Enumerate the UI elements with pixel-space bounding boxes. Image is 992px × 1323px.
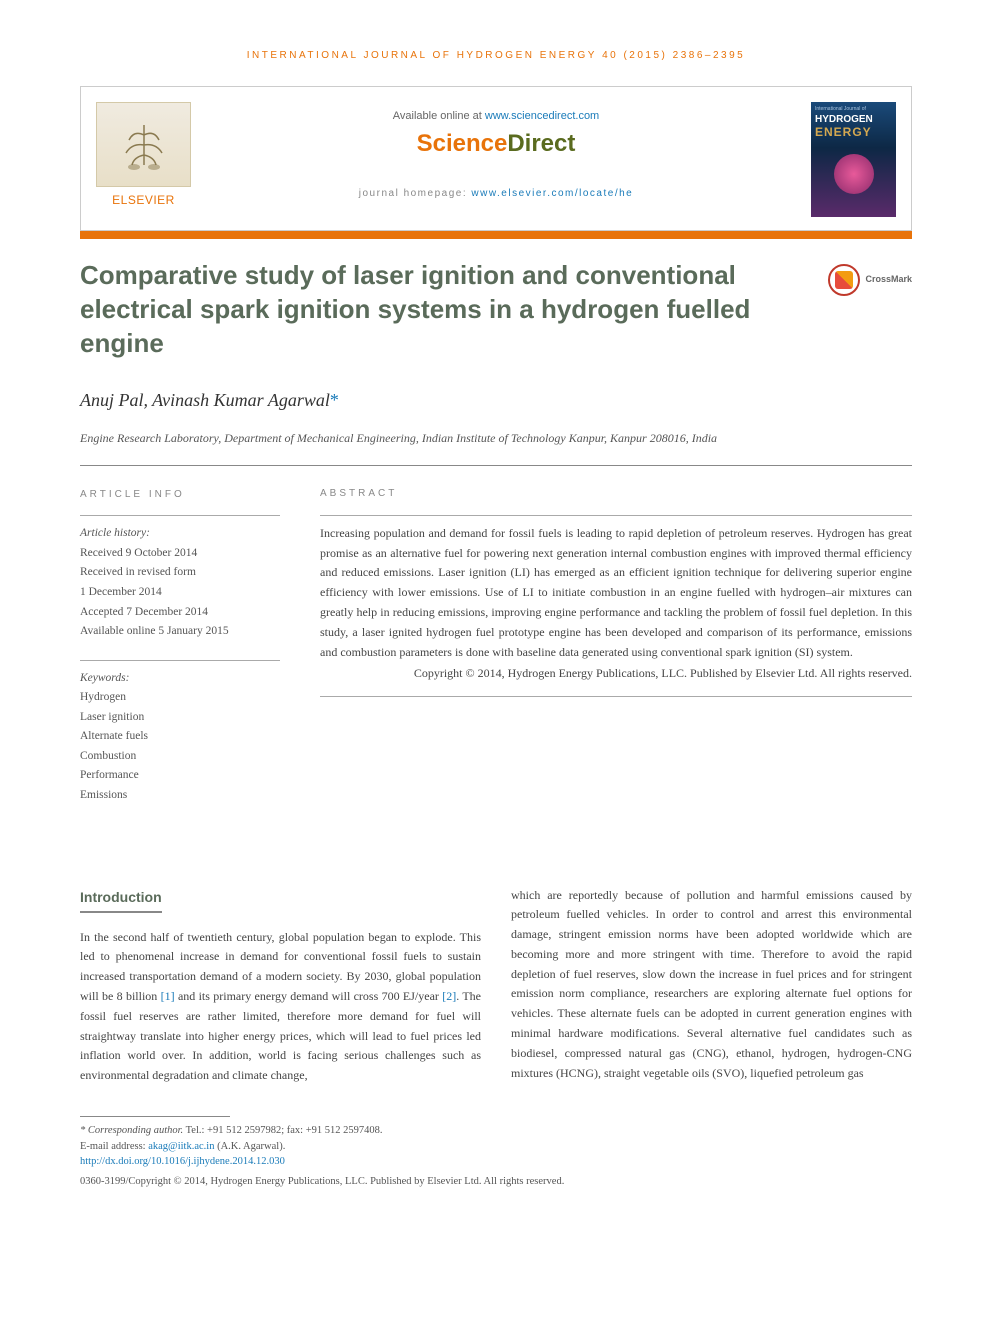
email-suffix: (A.K. Agarwal).	[214, 1141, 285, 1152]
keywords-label: Keywords:	[80, 669, 280, 689]
corr-label: * Corresponding author.	[80, 1125, 183, 1136]
info-abstract-row: ARTICLE INFO Article history: Received 9…	[80, 486, 912, 805]
footnotes-block: * Corresponding author. Tel.: +91 512 25…	[80, 1123, 912, 1170]
accepted-date: Accepted 7 December 2014	[80, 603, 280, 623]
intro-text-b: and its primary energy demand will cross…	[175, 989, 443, 1003]
homepage-prefix: journal homepage:	[359, 188, 472, 199]
keyword-item: Combustion	[80, 747, 280, 767]
crossmark-label: CrossMark	[865, 274, 912, 286]
doi-link[interactable]: http://dx.doi.org/10.1016/j.ijhydene.201…	[80, 1156, 285, 1167]
keyword-item: Laser ignition	[80, 708, 280, 728]
available-prefix: Available online at	[393, 110, 485, 122]
corresponding-author-note: * Corresponding author. Tel.: +91 512 25…	[80, 1123, 912, 1139]
online-date: Available online 5 January 2015	[80, 622, 280, 642]
sciencedirect-logo[interactable]: ScienceDirect	[96, 130, 896, 158]
cover-hydrogen-text: HYDROGEN	[815, 114, 892, 125]
affiliation: Engine Research Laboratory, Department o…	[80, 429, 912, 447]
cover-energy-text: ENERGY	[815, 125, 892, 139]
column-left: Introduction In the second half of twent…	[80, 886, 481, 1086]
author-email-link[interactable]: akag@iitk.ac.in	[148, 1141, 214, 1152]
header-divider	[80, 465, 912, 466]
issn-copyright-line: 0360-3199/Copyright © 2014, Hydrogen Ene…	[80, 1176, 912, 1187]
cover-subtitle: International Journal of	[815, 106, 892, 112]
revised-form-label: Received in revised form	[80, 563, 280, 583]
sd-direct-text: Direct	[507, 130, 575, 157]
corresponding-star-icon[interactable]: *	[330, 390, 339, 410]
authors-text: Anuj Pal, Avinash Kumar Agarwal	[80, 390, 330, 410]
body-columns: Introduction In the second half of twent…	[80, 886, 912, 1086]
reference-link-1[interactable]: [1]	[161, 989, 175, 1003]
sd-science-text: Science	[417, 130, 508, 157]
abstract-heading: ABSTRACT	[320, 486, 912, 503]
keyword-item: Hydrogen	[80, 688, 280, 708]
journal-homepage-link[interactable]: www.elsevier.com/locate/he	[471, 188, 633, 199]
authors-line: Anuj Pal, Avinash Kumar Agarwal*	[80, 390, 912, 411]
corr-detail: Tel.: +91 512 2597982; fax: +91 512 2597…	[183, 1125, 382, 1136]
journal-cover-thumbnail[interactable]: International Journal of HYDROGEN ENERGY	[811, 102, 896, 217]
reference-link-2[interactable]: [2]	[442, 989, 456, 1003]
article-info-heading: ARTICLE INFO	[80, 486, 280, 503]
email-label: E-mail address:	[80, 1141, 148, 1152]
article-info-block: ARTICLE INFO Article history: Received 9…	[80, 486, 280, 805]
footnote-divider	[80, 1116, 230, 1117]
intro-paragraph-1: In the second half of twentieth century,…	[80, 928, 481, 1086]
keyword-item: Emissions	[80, 786, 280, 806]
history-label: Article history:	[80, 524, 280, 544]
intro-paragraph-2: which are reportedly because of pollutio…	[511, 886, 912, 1084]
journal-homepage-line: journal homepage: www.elsevier.com/locat…	[96, 188, 896, 199]
available-online-text: Available online at www.sciencedirect.co…	[96, 110, 896, 122]
elsevier-logo[interactable]: ELSEVIER	[96, 102, 191, 217]
keyword-item: Performance	[80, 766, 280, 786]
journal-header-box: ELSEVIER Available online at www.science…	[80, 86, 912, 231]
crossmark-badge[interactable]: CrossMark	[828, 264, 912, 296]
introduction-heading: Introduction	[80, 886, 162, 913]
crossmark-icon	[828, 264, 860, 296]
email-line: E-mail address: akag@iitk.ac.in (A.K. Ag…	[80, 1139, 912, 1155]
orange-divider-bar	[80, 231, 912, 239]
received-date: Received 9 October 2014	[80, 544, 280, 564]
elsevier-label: ELSEVIER	[96, 193, 191, 207]
article-title: Comparative study of laser ignition and …	[80, 259, 912, 360]
abstract-body: Increasing population and demand for fos…	[320, 524, 912, 663]
title-text: Comparative study of laser ignition and …	[80, 260, 750, 358]
column-right: which are reportedly because of pollutio…	[511, 886, 912, 1086]
abstract-block: ABSTRACT Increasing population and deman…	[320, 486, 912, 805]
keyword-item: Alternate fuels	[80, 727, 280, 747]
header-center: Available online at www.sciencedirect.co…	[96, 102, 896, 199]
running-header: INTERNATIONAL JOURNAL OF HYDROGEN ENERGY…	[80, 50, 912, 61]
sciencedirect-link[interactable]: www.sciencedirect.com	[485, 110, 599, 122]
elsevier-tree-icon	[96, 102, 191, 187]
abstract-copyright: Copyright © 2014, Hydrogen Energy Public…	[320, 664, 912, 684]
cover-graphic-icon	[834, 154, 874, 194]
revised-date: 1 December 2014	[80, 583, 280, 603]
